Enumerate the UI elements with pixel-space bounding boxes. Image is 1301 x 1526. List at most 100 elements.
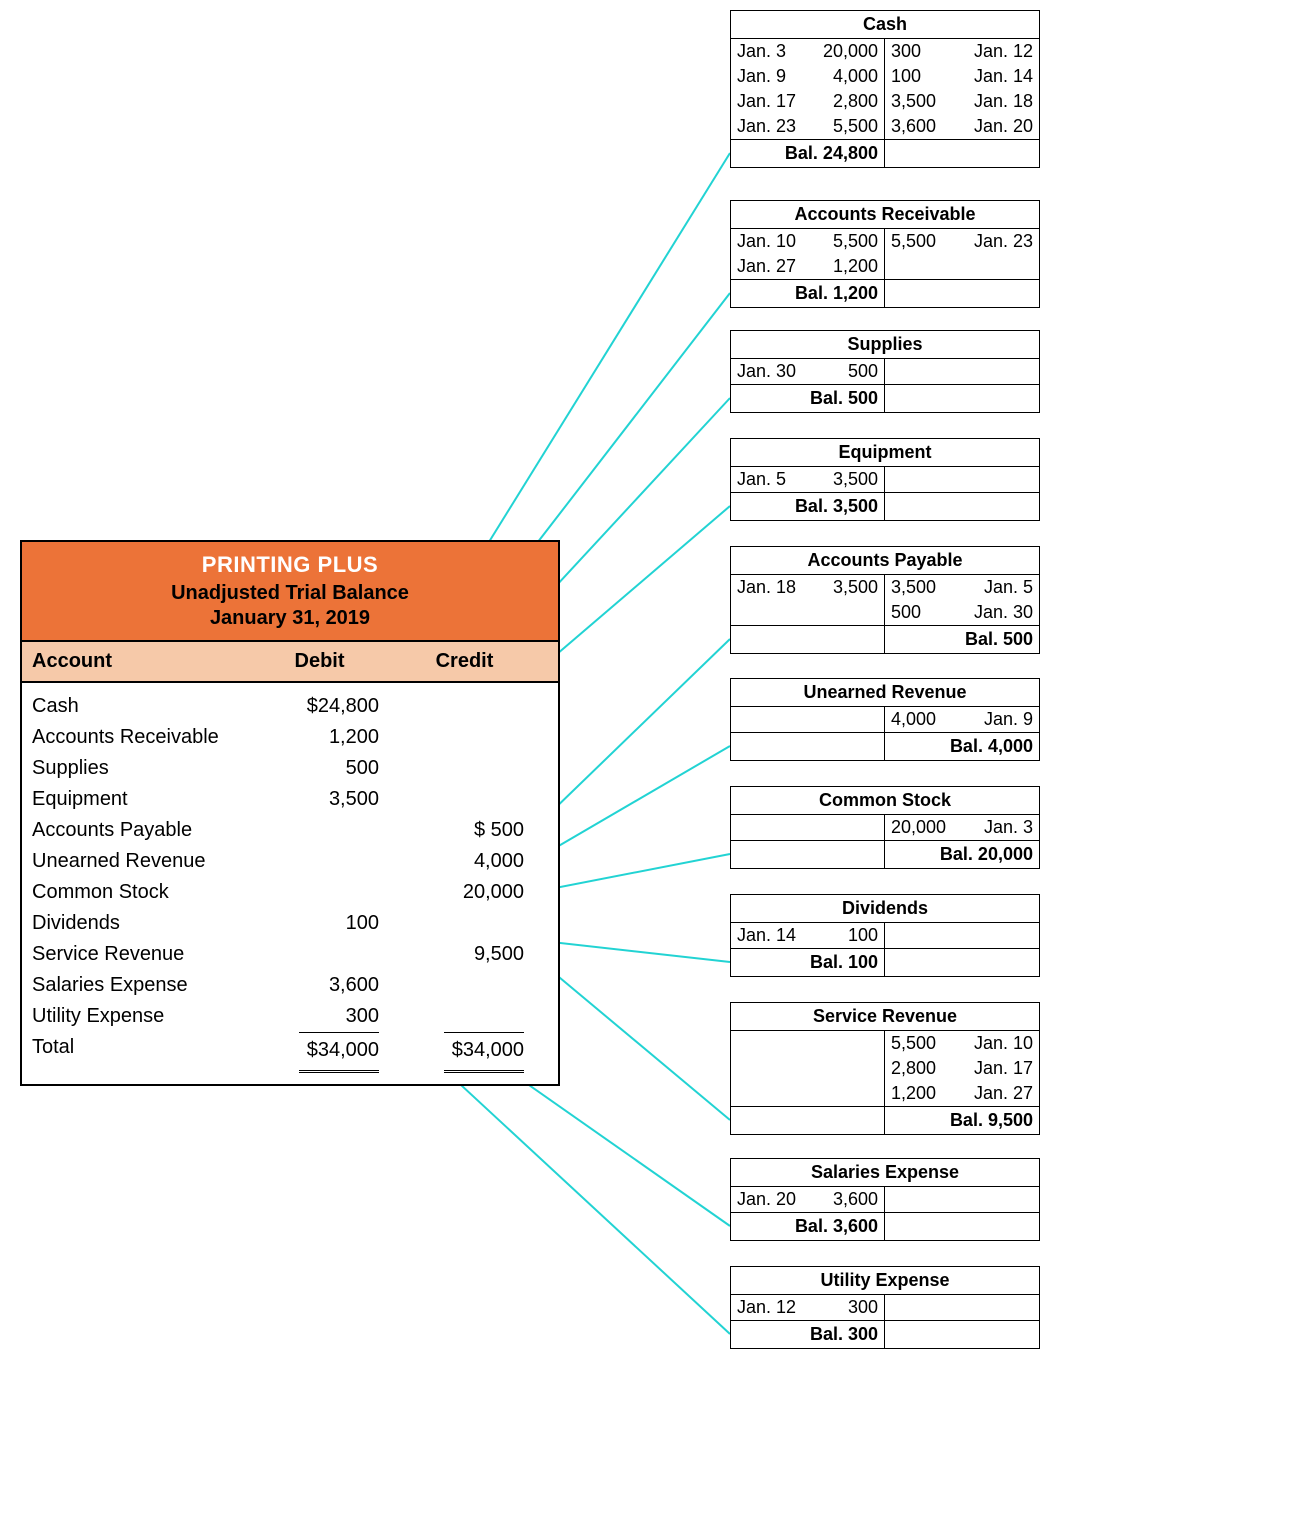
col-debit: Debit: [242, 642, 387, 681]
t-account-credit-entry: Jan. 203,600: [885, 114, 1039, 139]
tb-row: Common Stock20,000: [22, 877, 558, 908]
tb-account: Salaries Expense: [32, 970, 252, 1001]
tb-account: Equipment: [32, 784, 252, 815]
tb-debit: 500: [252, 753, 397, 784]
t-account-debit-entry: Jan. 172,800: [731, 89, 884, 114]
tb-total-label: Total: [32, 1032, 252, 1066]
col-credit: Credit: [387, 642, 532, 681]
t-account-credit-entry: [885, 359, 1039, 363]
t-account-credit-entry: Jan. 235,500: [885, 229, 1039, 254]
t-account-title: Unearned Revenue: [731, 679, 1039, 707]
t-account: Accounts PayableJan. 183,500Jan. 53,500J…: [730, 546, 1040, 654]
trial-balance-table: PRINTING PLUS Unadjusted Trial Balance J…: [20, 540, 560, 1086]
t-account: Common StockJan. 320,000Bal. 20,000: [730, 786, 1040, 869]
t-account-credit-entry: [885, 1295, 1039, 1299]
t-account-debit-entry: Jan. 94,000: [731, 64, 884, 89]
t-account-debit-entry: Jan. 203,600: [731, 1187, 884, 1212]
tb-total-debit: $34,000: [252, 1032, 397, 1066]
t-account: Utility ExpenseJan. 12300Bal. 300: [730, 1266, 1040, 1349]
t-account-title: Common Stock: [731, 787, 1039, 815]
tb-credit: [397, 908, 542, 939]
tb-debit: 3,600: [252, 970, 397, 1001]
tb-row: Service Revenue 9,500: [22, 939, 558, 970]
t-account-debit-entry: Jan. 30500: [731, 359, 884, 384]
tb-credit: 4,000: [397, 846, 542, 877]
tb-credit: [397, 1001, 542, 1032]
tb-row: Cash$24,800: [22, 691, 558, 722]
t-account-balance: Bal. 1,200: [731, 279, 1039, 307]
t-account-debit-entry: Jan. 271,200: [731, 254, 884, 279]
t-account-balance: Bal. 9,500: [731, 1106, 1039, 1134]
t-account-balance: Bal. 500: [731, 625, 1039, 653]
t-account-debit-entry: Jan. 105,500: [731, 229, 884, 254]
tb-credit: $ 500: [397, 815, 542, 846]
connector-line: [532, 854, 730, 893]
tb-account: Utility Expense: [32, 1001, 252, 1032]
t-account-debit-entry: [731, 600, 884, 604]
t-account-credit-entry: Jan. 94,000: [885, 707, 1039, 732]
t-account-title: Salaries Expense: [731, 1159, 1039, 1187]
tb-row: Unearned Revenue 4,000: [22, 846, 558, 877]
tb-total-credit: $34,000: [397, 1032, 542, 1066]
t-account-credit-entry: [885, 467, 1039, 471]
t-account-balance: Bal. 20,000: [731, 840, 1039, 868]
tb-account: Dividends: [32, 908, 252, 939]
col-account: Account: [22, 642, 242, 681]
t-account-balance: Bal. 3,500: [731, 492, 1039, 520]
t-account-title: Accounts Payable: [731, 547, 1039, 575]
tb-debit: [252, 846, 397, 877]
trial-balance-header: PRINTING PLUS Unadjusted Trial Balance J…: [22, 542, 558, 640]
tb-debit: [252, 877, 397, 908]
t-account-debit-entry: [731, 815, 884, 819]
diagram-canvas: PRINTING PLUS Unadjusted Trial Balance J…: [0, 0, 1301, 1526]
t-account-credit-entry: [885, 923, 1039, 927]
tb-account: Accounts Receivable: [32, 722, 252, 753]
t-account-title: Service Revenue: [731, 1003, 1039, 1031]
t-account-title: Dividends: [731, 895, 1039, 923]
tb-debit: 3,500: [252, 784, 397, 815]
t-account-debit-entry: Jan. 235,500: [731, 114, 884, 139]
tb-credit: [397, 753, 542, 784]
t-account-debit-entry: Jan. 183,500: [731, 575, 884, 600]
connector-line: [532, 955, 730, 1121]
t-account-balance: Bal. 500: [731, 384, 1039, 412]
t-account: CashJan. 320,000Jan. 94,000Jan. 172,800J…: [730, 10, 1040, 168]
t-account: SuppliesJan. 30500Bal. 500: [730, 330, 1040, 413]
tb-row: Accounts Receivable1,200: [22, 722, 558, 753]
t-account-title: Accounts Receivable: [731, 201, 1039, 229]
t-account: DividendsJan. 14100Bal. 100: [730, 894, 1040, 977]
t-account-balance: Bal. 300: [731, 1320, 1039, 1348]
t-account-balance: Bal. 4,000: [731, 732, 1039, 760]
tb-account: Cash: [32, 691, 252, 722]
t-account-title: Cash: [731, 11, 1039, 39]
t-account-credit-entry: Jan. 105,500: [885, 1031, 1039, 1056]
tb-debit: 300: [252, 1001, 397, 1032]
report-title: Unadjusted Trial Balance: [22, 582, 558, 605]
t-account-debit-entry: Jan. 14100: [731, 923, 884, 948]
t-account-balance: Bal. 100: [731, 948, 1039, 976]
tb-credit: [397, 970, 542, 1001]
t-account-debit-entry: [731, 707, 884, 711]
tb-row: Salaries Expense3,600: [22, 970, 558, 1001]
tb-account: Accounts Payable: [32, 815, 252, 846]
tb-credit: [397, 691, 542, 722]
trial-balance-body: Cash$24,800Accounts Receivable1,200Suppl…: [22, 683, 558, 1084]
t-account-balance: Bal. 3,600: [731, 1212, 1039, 1240]
tb-account: Common Stock: [32, 877, 252, 908]
tb-account: Service Revenue: [32, 939, 252, 970]
t-account: Unearned RevenueJan. 94,000Bal. 4,000: [730, 678, 1040, 761]
t-account-credit-entry: Jan. 172,800: [885, 1056, 1039, 1081]
t-account-credit-entry: Jan. 271,200: [885, 1081, 1039, 1106]
t-account: Accounts ReceivableJan. 105,500Jan. 271,…: [730, 200, 1040, 308]
tb-credit: 9,500: [397, 939, 542, 970]
tb-row: Supplies500: [22, 753, 558, 784]
t-account-credit-entry: Jan. 53,500: [885, 575, 1039, 600]
tb-debit: 100: [252, 908, 397, 939]
tb-account: Unearned Revenue: [32, 846, 252, 877]
tb-row: Equipment3,500: [22, 784, 558, 815]
tb-credit: [397, 784, 542, 815]
tb-total-row: Total$34,000$34,000: [22, 1032, 558, 1066]
t-account-debit-entry: Jan. 53,500: [731, 467, 884, 492]
company-name: PRINTING PLUS: [22, 552, 558, 578]
t-account-credit-entry: Jan. 320,000: [885, 815, 1039, 840]
